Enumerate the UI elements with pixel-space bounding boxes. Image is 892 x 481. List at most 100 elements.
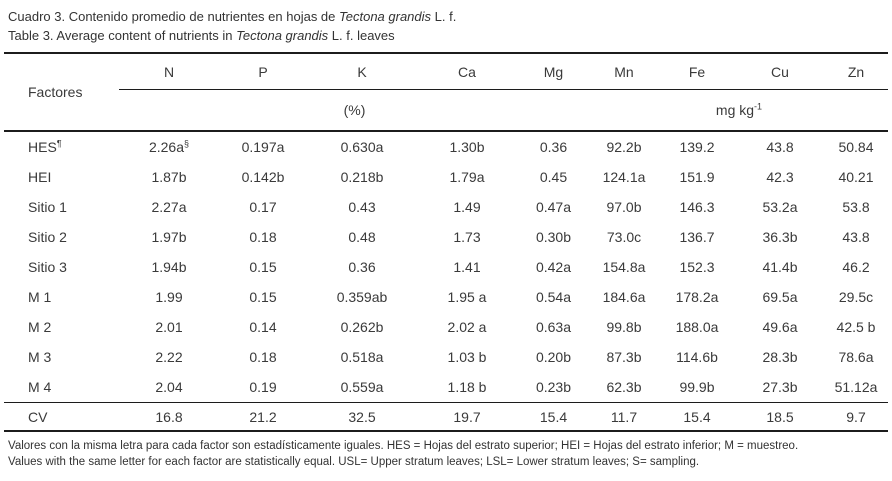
table-row: Sitio 2 1.97b 0.18 0.48 1.73 0.30b 73.0c 136.7 3…: [4, 222, 888, 252]
table-cell: 2.22: [155, 349, 183, 365]
table-cell: 69.5a: [762, 289, 798, 305]
table-row: M 4 2.04 0.19 0.559a 1.18 b 0.23b 62.3b 99.9b 27…: [4, 372, 888, 403]
table-cell: 27.3b: [762, 379, 798, 395]
table-cell: 1.79a: [449, 169, 485, 185]
row-label: Sitio 2: [28, 229, 67, 245]
table-cell: 0.359ab: [336, 289, 388, 305]
table-cell: 2.26a§: [148, 138, 190, 155]
row-label: M 1: [28, 289, 52, 305]
table-cell: 42.3: [766, 169, 794, 185]
table-cell: 188.0a: [675, 319, 719, 335]
table-cell: 2.27a: [151, 199, 187, 215]
table-cell: 19.7: [417, 402, 517, 431]
table-cell: 152.3: [679, 259, 715, 275]
table-cell: 0.14: [249, 319, 277, 335]
table-cell: 97.0b: [606, 199, 642, 215]
row-label: CV: [4, 402, 119, 431]
table-cell: 0.15: [249, 289, 277, 305]
row-label: HEI: [28, 169, 52, 185]
table-cell: 184.6a: [602, 289, 646, 305]
caption-spanish: Cuadro 3. Contenido promedio de nutrient…: [8, 7, 888, 26]
unit-label: mg kg-1: [590, 89, 888, 132]
table-cell: 16.8: [119, 402, 219, 431]
table-cell: 136.7: [679, 229, 715, 245]
table-cell: 151.9: [679, 169, 715, 185]
unit-label: (%): [119, 89, 590, 132]
table-cell: 0.17: [249, 199, 277, 215]
table-cell: 15.4: [658, 402, 736, 431]
table-cell: 178.2a: [675, 289, 719, 305]
table-cell: 0.63a: [535, 319, 572, 335]
footnote-english: Values with the same letter for each fac…: [8, 456, 700, 468]
table-caption: Cuadro 3. Contenido promedio de nutrient…: [4, 7, 888, 45]
table-cell: 0.30b: [535, 229, 572, 245]
table-cell: 99.8b: [606, 319, 642, 335]
column-header-n: N: [119, 53, 219, 90]
column-header-fe: Fe: [658, 53, 736, 90]
caption-en-post: L. f. leaves: [328, 28, 395, 43]
table-cell: 0.20b: [535, 349, 572, 365]
column-header-cu: Cu: [736, 53, 824, 90]
table-cell: 62.3b: [606, 379, 642, 395]
table-cell: 0.518a: [340, 349, 384, 365]
table-cell: 1.03 b: [447, 349, 487, 365]
footnotes: Valores con la misma letra para cada fac…: [4, 438, 888, 470]
column-header-p: P: [219, 53, 307, 90]
table-cell: 1.87b: [151, 169, 187, 185]
table-cell: 9.7: [824, 402, 888, 431]
table-cell: 42.5 b: [836, 319, 876, 335]
table-cell: 0.36: [348, 259, 376, 275]
table-cell: 18.5: [736, 402, 824, 431]
table-row: Sitio 3 1.94b 0.15 0.36 1.41 0.42a 154.8a 152.3…: [4, 252, 888, 282]
element-header-row: Factores N P K Ca Mg Mn Fe Cu Zn: [4, 53, 888, 132]
table-cell: 99.9b: [679, 379, 715, 395]
table-cell: 0.559a: [340, 379, 384, 395]
species-name-italic: Tectona grandis: [339, 9, 432, 24]
species-name-italic: Tectona grandis: [236, 28, 329, 43]
table-cell: 36.3b: [762, 229, 798, 245]
table-cell: 78.6a: [838, 349, 874, 365]
table-cell: 43.8: [842, 229, 870, 245]
table-cell: 0.43: [348, 199, 376, 215]
table-cell: 146.3: [679, 199, 715, 215]
table-cell: 41.4b: [762, 259, 798, 275]
nutrients-table: Factores N P K Ca Mg Mn Fe Cu Zn (%) mg kg-1 HES¶…: [4, 52, 888, 432]
row-label: M 4: [28, 379, 52, 395]
table-cell: 49.6a: [762, 319, 798, 335]
table-cell: 1.99: [155, 289, 183, 305]
table-cell: 0.18: [249, 229, 277, 245]
row-label: M 3: [28, 349, 52, 365]
table-cell: 28.3b: [762, 349, 798, 365]
table-row: HES¶ 2.26a§ 0.197a 0.630a 1.30b 0.36 92.2b 139.…: [4, 131, 888, 162]
table-header: Factores N P K Ca Mg Mn Fe Cu Zn (%) mg kg-1: [4, 53, 888, 132]
caption-en-pre: Table 3. Average content of nutrients in: [8, 28, 237, 43]
table-row: Sitio 1 2.27a 0.17 0.43 1.49 0.47a 97.0b 146.3 5…: [4, 192, 888, 222]
column-header-k: K: [307, 53, 417, 90]
table-cell: 0.23b: [535, 379, 572, 395]
table-cell: 124.1a: [602, 169, 646, 185]
table-cell: 32.5: [307, 402, 417, 431]
table-cell: 0.630a: [340, 139, 384, 155]
table-cell: 0.47a: [535, 199, 572, 215]
table-cell: 11.7: [590, 402, 658, 431]
table-cell: 2.02 a: [447, 319, 487, 335]
page: Cuadro 3. Contenido promedio de nutrient…: [4, 7, 888, 470]
table-cell: 139.2: [679, 139, 715, 155]
table-cell: 0.218b: [340, 169, 384, 185]
table-cell: 1.95 a: [447, 289, 487, 305]
table-cell: 51.12a: [834, 379, 878, 395]
cv-row: CV 16.8 21.2 32.5 19.7 15.4 11.7 15.4 18.5 9.7: [4, 402, 888, 431]
caption-es-post: L. f.: [431, 9, 457, 24]
column-header-mg: Mg: [517, 53, 590, 90]
table-cell: 53.2a: [762, 199, 798, 215]
table-row: HEI 1.87b 0.142b 0.218b 1.79a 0.45 124.1a 151.9…: [4, 162, 888, 192]
table-cell: 53.8: [842, 199, 870, 215]
table-cell: 1.49: [453, 199, 481, 215]
table-cell: 0.142b: [241, 169, 285, 185]
row-label: Sitio 1: [28, 199, 67, 215]
table-row: M 3 2.22 0.18 0.518a 1.03 b 0.20b 87.3b 114.6b 2…: [4, 342, 888, 372]
caption-english: Table 3. Average content of nutrients in…: [8, 26, 888, 45]
row-label: M 2: [28, 319, 52, 335]
units-row: (%) mg kg-1: [4, 89, 888, 132]
table-cell: 1.30b: [449, 139, 485, 155]
